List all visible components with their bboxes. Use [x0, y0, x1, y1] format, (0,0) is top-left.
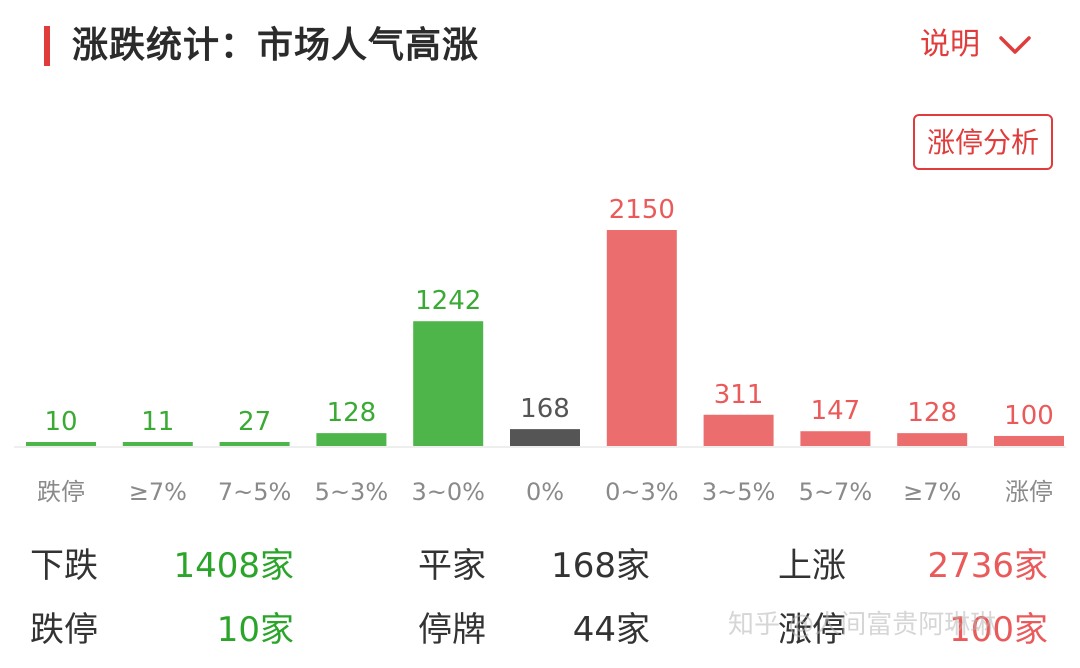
stat-value-rise: 2736家	[927, 546, 1048, 586]
bar-value-label: 128	[907, 398, 957, 428]
stat-value-fall: 1408家	[173, 546, 294, 586]
bar-value-label: 1242	[415, 286, 481, 316]
limit-up-analysis-button[interactable]: 涨停分析	[913, 114, 1053, 170]
bar-value-label: 10	[44, 407, 77, 437]
x-tick-label: 跌停	[37, 478, 85, 506]
x-tick-label: 0%	[526, 478, 564, 506]
bar	[897, 433, 968, 446]
bar-value-label: 27	[238, 407, 271, 437]
stat-label-flat: 平家	[418, 546, 486, 586]
x-tick-label: ≥7%	[129, 478, 187, 506]
stat-value-limit-down: 10家	[216, 610, 294, 650]
bar	[413, 321, 484, 446]
rise-fall-bar-chart: 10 跌停 11 ≥7% 27 7~5% 128 5~3% 1242 3~0% 168 0% 2150 0…	[14, 195, 1066, 506]
stat-label-limit-down: 跌停	[30, 610, 98, 650]
stat-label-fall: 下跌	[30, 546, 98, 586]
bar	[219, 442, 290, 446]
explain-toggle[interactable]: 说明	[920, 22, 1032, 68]
x-tick-label: 0~3%	[605, 478, 678, 506]
bar	[122, 442, 193, 446]
stat-value-suspended: 44家	[572, 610, 650, 650]
stat-label-limit-up: 涨停	[778, 610, 846, 650]
bar	[510, 429, 580, 446]
bar-value-label: 168	[520, 394, 570, 424]
bar	[26, 442, 96, 446]
x-tick-label: 5~7%	[799, 478, 872, 506]
stat-label-suspended: 停牌	[418, 610, 486, 650]
stat-label-rise: 上涨	[778, 546, 846, 586]
bar	[316, 433, 387, 446]
bar	[994, 435, 1064, 446]
x-tick-label: 3~5%	[702, 478, 775, 506]
x-tick-label: ≥7%	[903, 478, 961, 506]
bar-value-label: 128	[327, 398, 377, 428]
page-title: 涨跌统计：市场人气高涨	[72, 25, 480, 66]
bar-value-label: 311	[714, 380, 764, 410]
title-accent-bar	[44, 26, 50, 66]
stat-value-limit-up: 100家	[949, 610, 1048, 650]
x-tick-label: 3~0%	[411, 478, 484, 506]
x-tick-label: 涨停	[1005, 478, 1053, 506]
bar-value-label: 147	[811, 396, 861, 426]
bar-value-label: 2150	[609, 195, 675, 225]
bar-value-label: 100	[1004, 401, 1054, 431]
stat-value-flat: 168家	[551, 546, 650, 586]
bar	[606, 230, 677, 446]
x-tick-label: 7~5%	[218, 478, 291, 506]
bar	[703, 414, 774, 446]
bar	[800, 431, 871, 446]
watermark: 知乎 @人间富贵阿琳琳	[728, 610, 997, 640]
explain-label: 说明	[920, 27, 980, 62]
chevron-down-icon	[999, 36, 1031, 54]
x-tick-label: 5~3%	[315, 478, 388, 506]
bar-value-label: 11	[141, 407, 174, 437]
